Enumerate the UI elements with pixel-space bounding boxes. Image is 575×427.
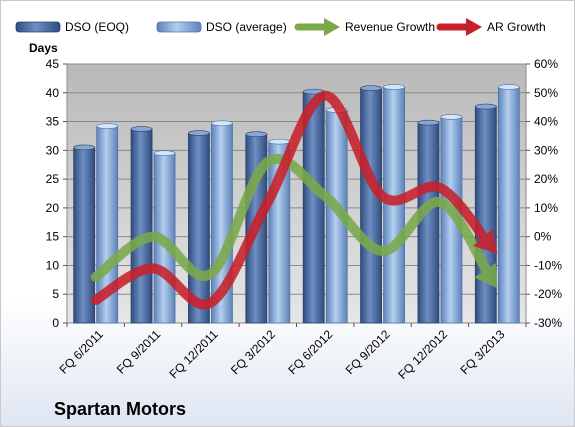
bar-body [417,122,440,324]
bar-cap [153,150,176,157]
growth-line [90,90,498,310]
bar-body [474,106,497,324]
y2-tick-label: 30% [534,143,558,157]
x-tick-label: FQ 9/2011 [114,327,164,377]
y2-tick-label: 10% [534,201,558,215]
legend-item: Revenue Growth [294,18,435,36]
bar [302,88,325,324]
growth-curve [90,154,496,284]
growth-lines [90,90,498,310]
bar-cap [440,114,463,120]
y2-tick-label: -10% [534,258,562,272]
bar-cap [360,85,382,91]
bar [73,144,96,324]
y2-tick-label: 50% [534,86,558,100]
x-tick-label: FQ 3/2013 [457,327,507,377]
growth-arrowhead [473,228,498,254]
category-axis-ticks: FQ 6/2011 FQ 9/2011 FQ 12/2011 FQ 3/2012 FQ … [56,323,527,382]
y2-tick-label: 40% [534,115,558,129]
legend-label: DSO (average) [206,20,287,34]
bar-body [497,86,520,324]
y-tick-label: 25 [46,172,60,186]
bar-cap [211,120,233,127]
left-axis-ticks: 0 5 10 15 20 25 30 35 40 45 [46,57,67,330]
y-tick-label: 45 [46,57,60,71]
legend: DSO (EOQ) DSO (average) Revenue Growth AR G… [15,18,546,36]
bar-cap [383,84,405,90]
legend-swatch [15,21,61,33]
y-axis-title: Days [29,41,58,55]
legend-label: DSO (EOQ) [65,20,129,34]
bar-cap [475,103,497,110]
y-tick-label: 35 [46,115,60,129]
y-tick-label: 15 [46,230,60,244]
y-tick-label: 10 [46,258,60,272]
bar-cap [73,144,95,151]
x-tick-label: FQ 12/2012 [395,327,450,382]
bar [497,84,520,324]
bar [474,103,497,324]
bar-cap [96,123,118,129]
y-tick-label: 5 [52,287,59,301]
bar-body [360,87,382,324]
growth-curve [90,90,495,310]
bar-cap [130,126,153,132]
y2-tick-label: -20% [534,287,562,301]
x-tick-label: FQ 6/2011 [56,327,106,377]
legend-arrow [324,18,340,36]
bar-cap [417,119,440,126]
legend-item: DSO (EOQ) [15,20,129,34]
x-tick-label: FQ 6/2012 [285,327,335,377]
legend-item: AR Growth [436,18,546,36]
legend-label: AR Growth [487,20,546,34]
growth-arrowhead [474,262,498,289]
y2-tick-label: 0% [534,230,552,244]
bar-cap [498,84,520,90]
bar [360,85,382,324]
bar-cap [245,131,268,138]
legend-arrow [466,18,482,36]
y-tick-label: 30 [46,143,60,157]
x-tick-label: FQ 3/2012 [228,327,278,377]
x-tick-label: FQ 9/2012 [343,327,393,377]
y2-tick-label: 60% [534,57,558,71]
legend-swatch [156,21,202,33]
y2-tick-label: -30% [534,316,562,330]
y-tick-label: 40 [46,86,60,100]
growth-line [90,154,498,289]
bar-body [130,128,153,324]
bar-cap [268,138,291,145]
legend-label: Revenue Growth [345,20,435,34]
dso-chart: DSO (EOQ) DSO (average) Revenue Growth AR G… [15,18,562,382]
legend-item: DSO (average) [156,20,287,34]
right-axis-ticks: -30% -20% -10% 0% 10% 20% 30% 40% 50% 60% [526,57,562,330]
bar [417,119,440,324]
bar-cap [188,130,210,136]
y-tick-label: 0 [52,316,59,330]
x-tick-label: FQ 12/2011 [166,327,220,381]
y-tick-label: 20 [46,201,60,215]
bar-body [73,147,96,324]
y2-tick-label: 20% [534,172,558,186]
company-name: Spartan Motors [54,399,187,419]
bar [130,126,153,324]
